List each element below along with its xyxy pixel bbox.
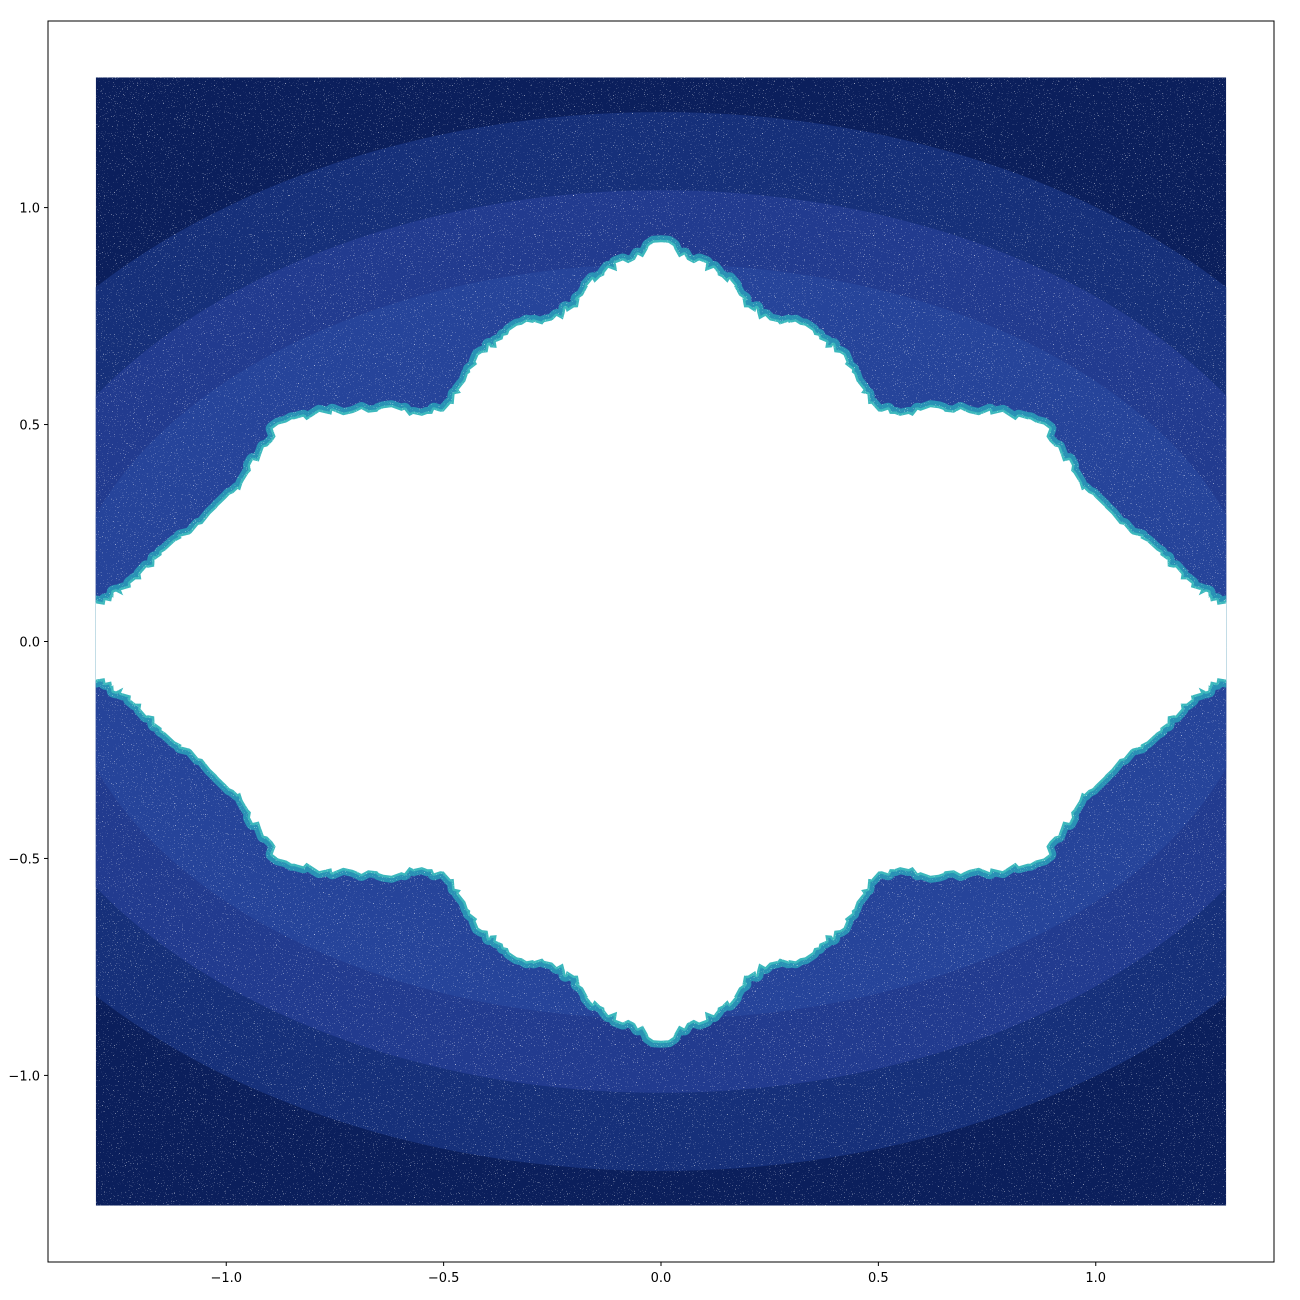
plot-area <box>95 77 1227 1206</box>
x-tick-label: 0.0 <box>651 1271 672 1286</box>
y-tick-label: 1.0 <box>19 202 40 217</box>
x-axis: −1.0 −0.5 0.0 0.5 1.0 <box>210 1262 1106 1286</box>
x-tick-label: 0.5 <box>868 1271 889 1286</box>
x-tick-label: −0.5 <box>428 1271 460 1286</box>
speckle-texture <box>95 77 1227 1206</box>
y-tick-label: 0.0 <box>19 636 40 651</box>
x-tick-label: −1.0 <box>210 1271 242 1286</box>
scatter-points <box>95 77 1227 1206</box>
y-tick-label: −1.0 <box>8 1069 40 1084</box>
y-axis: −1.0 −0.5 0.0 0.5 1.0 <box>8 202 48 1084</box>
x-tick-label: 1.0 <box>1085 1271 1106 1286</box>
y-tick-label: −0.5 <box>8 852 40 867</box>
y-tick-label: 0.5 <box>19 419 40 434</box>
